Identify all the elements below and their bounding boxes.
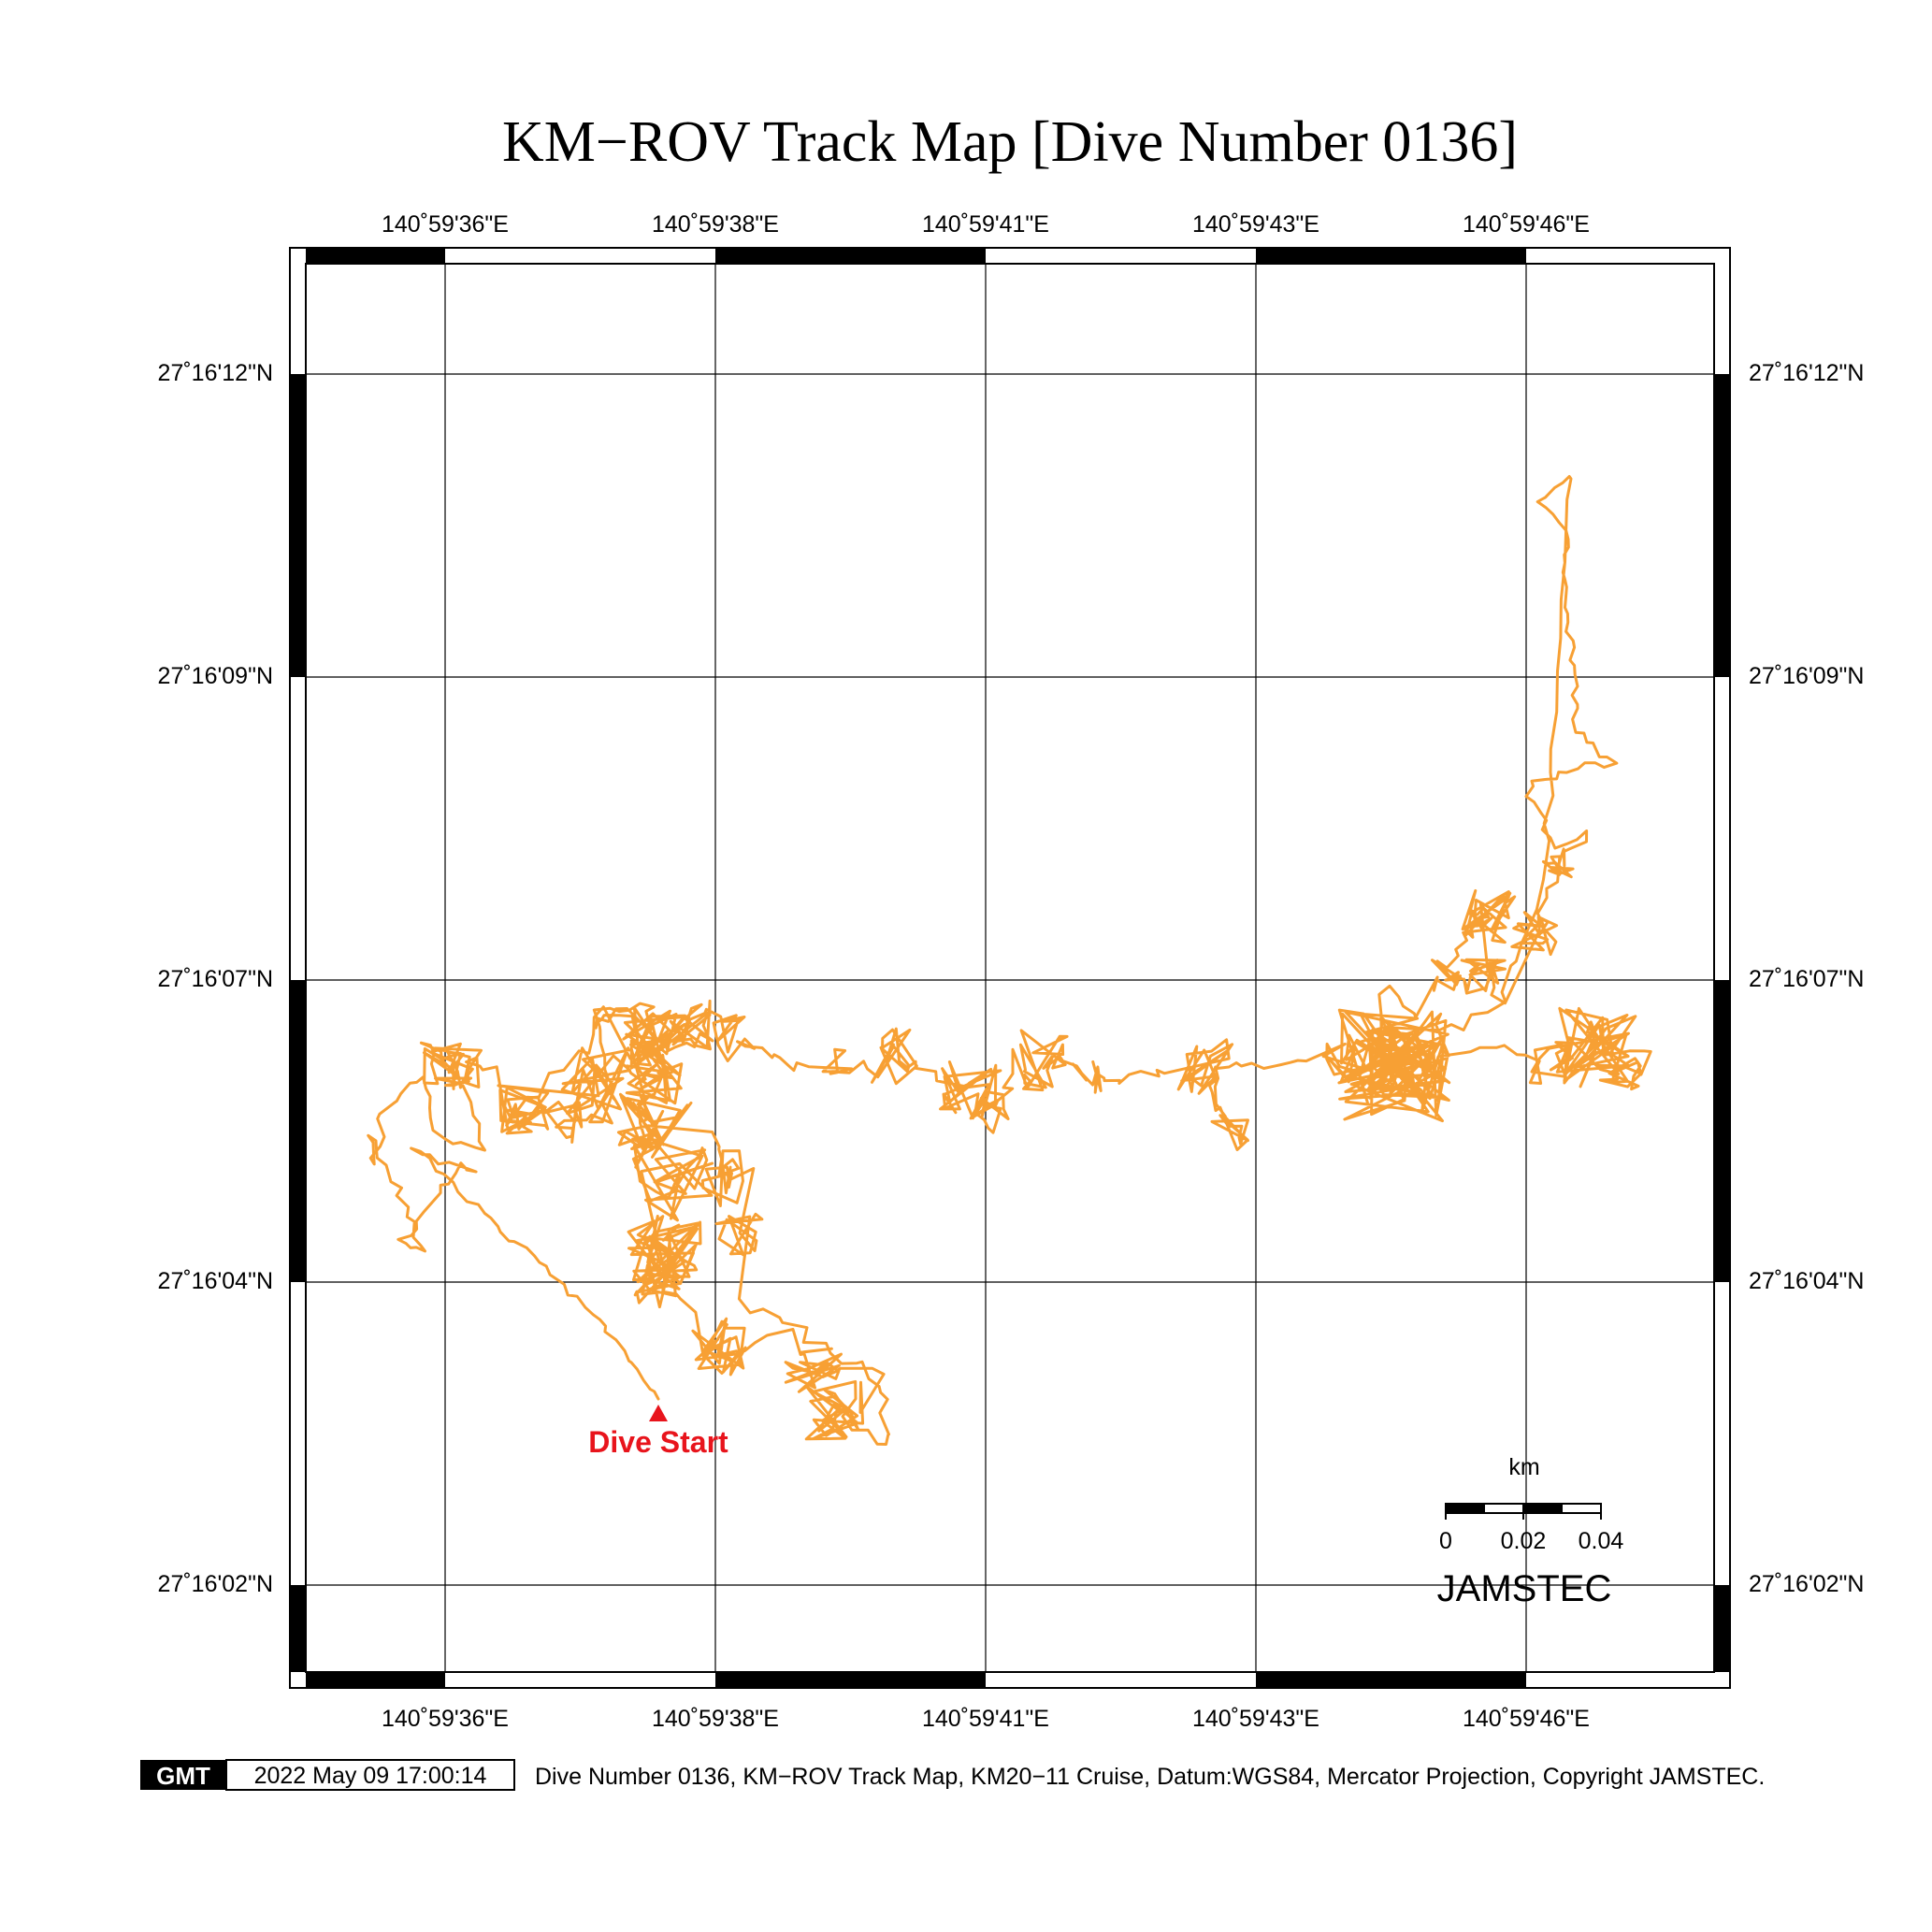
frame-bar-bottom-4	[1256, 1672, 1526, 1688]
outer-frame	[289, 247, 1731, 1689]
lat-label-left-5: 27˚16'02"N	[158, 1571, 273, 1597]
lon-label-top-5: 140˚59'46"E	[1463, 211, 1590, 238]
scale-bar-label-0: 0	[1439, 1528, 1452, 1554]
lon-label-bottom-3: 140˚59'41"E	[922, 1706, 1049, 1732]
frame-bar-left-1	[290, 374, 306, 677]
frame-bar-left-5	[290, 1585, 306, 1672]
frame-bar-left-3	[290, 980, 306, 1282]
scale-bar-label-1: 0.02	[1501, 1528, 1547, 1554]
footer: GMT 2022 May 09 17:00:14 Dive Number 013…	[140, 1759, 1765, 1791]
frame-bar-top-4	[1256, 248, 1526, 264]
lat-label-left-4: 27˚16'04"N	[158, 1268, 273, 1294]
frame-bars	[290, 248, 1730, 1688]
lon-label-top-1: 140˚59'36"E	[382, 211, 509, 238]
graticule	[306, 264, 1714, 1672]
lat-label-right-3: 27˚16'07"N	[1749, 966, 1864, 992]
lon-label-top-4: 140˚59'43"E	[1192, 211, 1319, 238]
scale-bar-label-2: 0.04	[1579, 1528, 1624, 1554]
timestamp: 2022 May 09 17:00:14	[254, 1763, 487, 1789]
map-title: KM−ROV Track Map [Dive Number 0136]	[502, 110, 1518, 174]
scale-bar-segment-1	[1446, 1504, 1485, 1513]
lon-label-bottom-1: 140˚59'36"E	[382, 1706, 509, 1732]
scale-bar: km 0 0.02 0.04	[1439, 1454, 1623, 1554]
lon-label-bottom-5: 140˚59'46"E	[1463, 1706, 1590, 1732]
footer-caption: Dive Number 0136, KM−ROV Track Map, KM20…	[535, 1764, 1765, 1790]
jamstec-label: JAMSTEC	[1437, 1568, 1612, 1609]
lon-label-top-3: 140˚59'41"E	[922, 211, 1049, 238]
scale-bar-segment-2	[1523, 1504, 1563, 1513]
timestamp-box	[225, 1759, 515, 1791]
frame-bar-right-5	[1714, 1585, 1730, 1672]
lon-label-bottom-4: 140˚59'43"E	[1192, 1706, 1319, 1732]
dive-start-label: Dive Start	[588, 1425, 728, 1459]
frame-bar-bottom-2	[715, 1672, 986, 1688]
lat-label-right-4: 27˚16'04"N	[1749, 1268, 1864, 1294]
scale-bar-unit: km	[1508, 1454, 1539, 1480]
lat-label-right-5: 27˚16'02"N	[1749, 1571, 1864, 1597]
lon-label-bottom-2: 140˚59'38"E	[652, 1706, 779, 1732]
lat-label-right-1: 27˚16'12"N	[1749, 360, 1864, 386]
rov-track-line	[367, 475, 1652, 1446]
dive-start-marker	[649, 1405, 668, 1421]
frame-bar-right-3	[1714, 980, 1730, 1282]
frame-bar-top-0	[306, 248, 445, 264]
inner-frame	[305, 263, 1715, 1673]
gmt-logo: GMT	[156, 1762, 210, 1790]
lat-label-right-2: 27˚16'09"N	[1749, 663, 1864, 689]
lat-label-left-1: 27˚16'12"N	[158, 360, 273, 386]
lat-label-left-2: 27˚16'09"N	[158, 663, 273, 689]
frame-bar-bottom-0	[306, 1672, 445, 1688]
lat-label-left-3: 27˚16'07"N	[158, 966, 273, 992]
frame-bar-top-2	[715, 248, 986, 264]
lon-label-top-2: 140˚59'38"E	[652, 211, 779, 238]
frame-bar-right-1	[1714, 374, 1730, 677]
gmt-logo-box	[140, 1760, 226, 1790]
